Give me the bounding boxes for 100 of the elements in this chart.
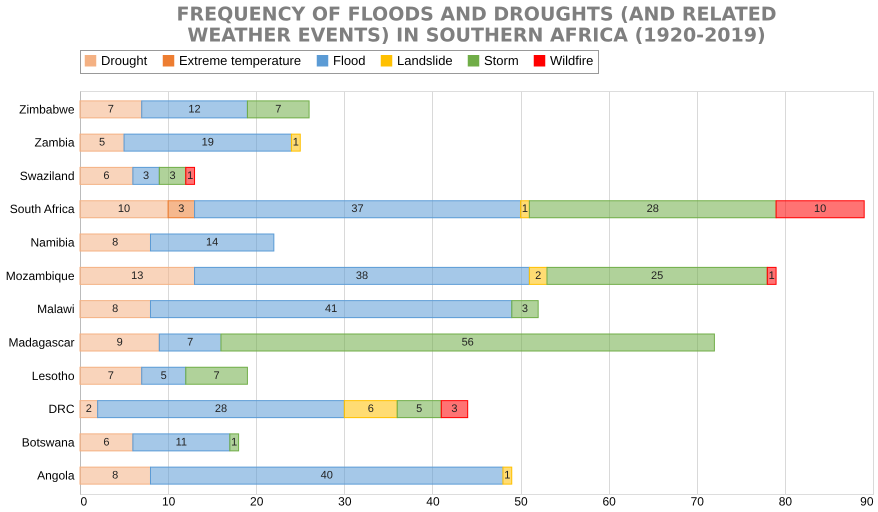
bar [396,400,442,418]
data-label: 3 [178,203,184,216]
legend-label: Landslide [397,52,453,68]
bar [132,166,160,185]
bar [150,466,504,485]
data-label: 7 [187,336,194,348]
data-label: 25 [651,270,664,282]
bar [97,400,345,418]
x-tick-label: 20 [250,494,264,508]
bar [141,100,248,118]
bar [80,266,196,285]
x-tick-label: 60 [602,494,616,508]
bar [80,100,142,118]
data-label: 8 [112,236,118,249]
bar [194,200,522,218]
data-label: 1 [504,470,510,482]
data-label: 10 [814,203,826,216]
legend-label: Flood [333,52,366,68]
data-label: 10 [118,203,130,216]
legend-label: Drought [101,52,148,68]
data-label: 28 [646,203,659,216]
bar [185,166,196,185]
data-label: 8 [112,303,118,316]
data-label: 5 [98,136,106,149]
bar [80,366,142,385]
data-label: 7 [108,103,114,116]
bar [528,200,777,218]
y-tick-label: DRC [48,402,75,416]
bar [80,333,160,352]
x-tick-label: 50 [514,494,528,508]
x-tick-label: 40 [426,494,440,508]
data-label: 3 [169,170,176,182]
x-tick-label: 90 [860,494,874,508]
data-label: 1 [231,436,238,448]
data-label: 56 [462,336,474,348]
data-label: 1 [768,270,775,282]
data-label: 38 [356,270,368,282]
data-label: 7 [275,103,282,116]
y-tick-label: South Africa [10,202,75,216]
y-tick-label: Namibia [30,236,75,250]
bar [246,100,310,118]
data-label: 9 [116,336,123,348]
data-label: 40 [320,470,333,482]
y-tick-label: Malawi [37,302,74,316]
bar [80,200,169,218]
bar [80,134,125,152]
data-label: 41 [324,303,338,316]
data-label: 1 [522,203,528,216]
bar [80,166,134,185]
y-tick-label: Lesotho [32,368,75,383]
y-tick-label: Zimbabwe [19,102,75,116]
data-label: 3 [522,303,528,316]
x-tick-label: 0 [80,494,88,508]
x-tick-label: 70 [690,494,704,508]
bar [80,466,151,485]
bar [776,200,865,218]
data-label: 7 [108,370,114,382]
bar [150,300,512,318]
x-tick-label: 30 [338,494,352,508]
y-tick-label: Madagascar [8,335,74,350]
bar [150,234,274,252]
bar [80,433,134,452]
bar [546,266,768,285]
y-tick-label: Mozambique [6,268,75,283]
bar [220,333,715,352]
data-label: 2 [535,270,542,282]
bar [158,166,186,185]
bar [80,234,151,252]
data-label: 3 [143,170,150,182]
bar [132,433,230,452]
bar [124,134,292,152]
legend-label: Wildfire [550,52,594,68]
legend-label: Storm [484,52,519,68]
data-label: 2 [86,403,92,416]
data-label: 19 [202,136,214,149]
data-label: 1 [187,170,194,182]
data-label: 6 [103,436,110,448]
bar [440,400,468,418]
data-label: 12 [188,103,201,116]
data-label: 5 [416,403,422,416]
y-tick-label: Zambia [34,136,75,150]
bar [290,134,301,152]
bar [141,366,186,385]
data-label: 37 [351,203,364,216]
data-label: 13 [131,270,144,282]
bar [194,266,530,285]
chart-title: FREQUENCY OF FLOODS AND DROUGHTS (AND RELATED WEATHER EVENTS) IN SOUTHERN AFRICA (1920-2019) [176,4,776,46]
data-label: 8 [112,470,118,482]
data-label: 7 [214,370,220,382]
bar [80,300,151,318]
data-label: 5 [160,370,167,382]
y-tick-label: Botswana [22,435,75,450]
data-label: 28 [214,403,228,416]
x-tick-label: 80 [778,494,792,508]
data-label: 1 [292,136,299,149]
data-label: 14 [206,236,218,249]
y-tick-label: Swaziland [20,168,74,183]
bar [185,366,248,385]
bar [511,300,539,318]
data-label: 3 [451,403,458,416]
